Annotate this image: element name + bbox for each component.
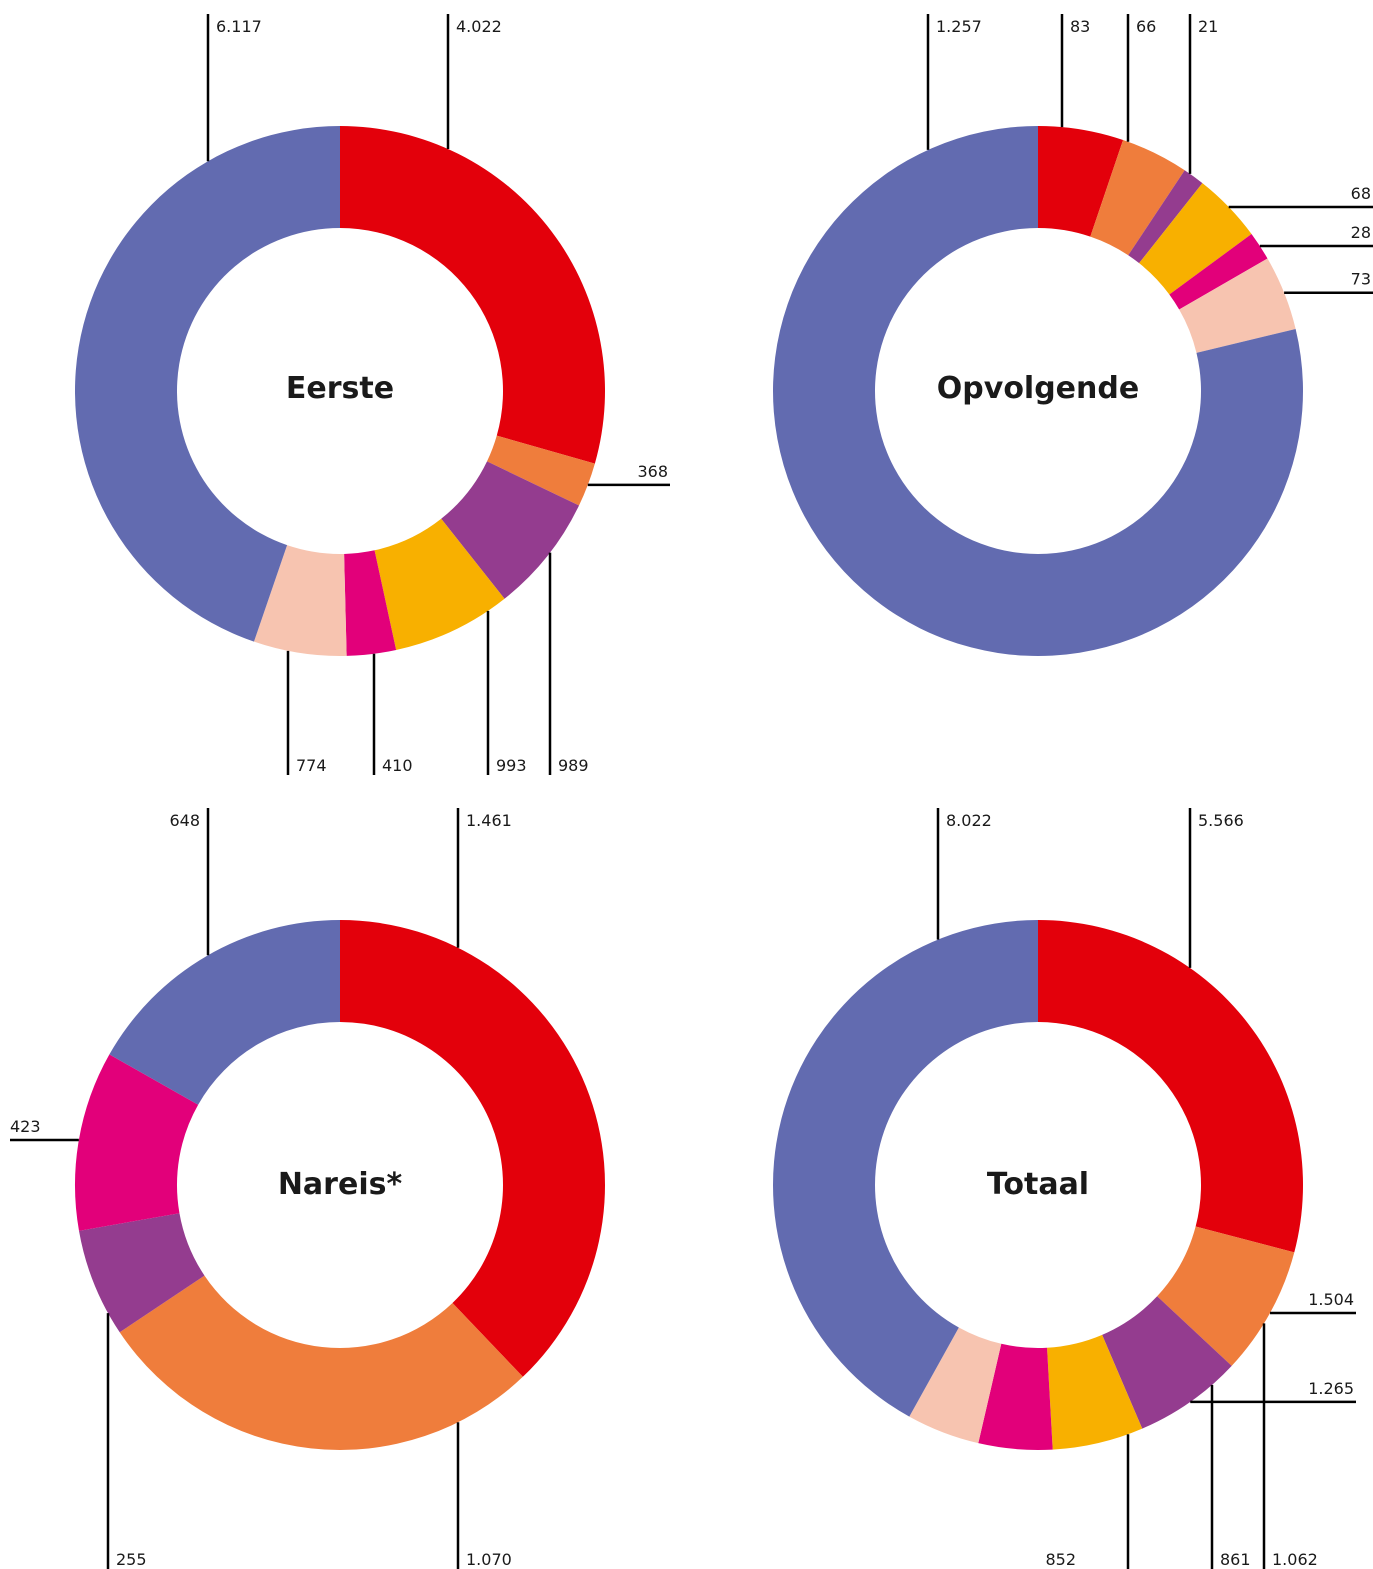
slice-value-label: 6.117	[216, 17, 262, 36]
slice-value-label: 774	[296, 756, 327, 775]
pie-slice	[109, 920, 340, 1105]
pie-slice	[344, 550, 397, 656]
slice-value-label: 4.022	[456, 17, 502, 36]
pie-slice	[1090, 140, 1185, 256]
pie-slice	[1038, 126, 1124, 237]
slice-value-label: 861	[1220, 1550, 1251, 1569]
slice-value-label: 368	[637, 462, 668, 481]
pie-slice	[487, 435, 595, 506]
slice-value-label: 993	[496, 756, 527, 775]
chart-title-opvolgende: Opvolgende	[937, 371, 1139, 406]
slice-value-label: 255	[116, 1550, 147, 1569]
pie-slice	[374, 518, 505, 650]
pie-slice	[340, 126, 605, 464]
pie-slice	[1179, 258, 1296, 353]
slice-value-label: 66	[1136, 17, 1156, 36]
pie-slice	[1139, 183, 1252, 295]
slice-value-label: 5.566	[1198, 811, 1244, 830]
pie-slice	[773, 920, 1038, 1417]
slice-value-label: 21	[1198, 17, 1218, 36]
pie-slice	[119, 1275, 523, 1450]
slice-value-label: 1.062	[1272, 1550, 1318, 1569]
slice-value-label: 8.022	[946, 811, 992, 830]
pie-slice	[773, 126, 1304, 657]
pie-slice	[75, 1054, 199, 1231]
slice-value-label: 989	[558, 756, 589, 775]
donut-chart-eerste: Eerste	[74, 126, 605, 656]
slice-value-label: 28	[1351, 223, 1371, 242]
donut-chart-totaal: Totaal	[773, 920, 1303, 1450]
chart-title-eerste: Eerste	[286, 371, 394, 406]
leader-lines: 6.117 4.022 368 989 993 410 774 1.257 83 66 21 68 28…	[10, 14, 1373, 1569]
slice-value-label: 83	[1070, 17, 1090, 36]
pie-slice	[441, 461, 580, 599]
pie-slice	[1157, 1226, 1295, 1366]
slice-value-label: 73	[1351, 270, 1371, 289]
slice-value-label: 1.461	[466, 811, 512, 830]
slice-value-label: 648	[169, 811, 200, 830]
chart-title-nareis: Nareis*	[278, 1167, 403, 1202]
slice-value-label: 1.265	[1308, 1379, 1354, 1398]
slice-value-label: 1.257	[936, 17, 982, 36]
pie-slice	[1047, 1334, 1143, 1450]
pie-slice	[1038, 920, 1303, 1253]
chart-title-totaal: Totaal	[987, 1167, 1089, 1202]
pie-slice	[1128, 170, 1203, 264]
slice-value-label: 852	[1045, 1550, 1076, 1569]
pie-slice	[74, 126, 340, 642]
donut-chart-opvolgende: Opvolgende	[773, 126, 1304, 657]
pie-slice	[340, 920, 606, 1377]
pie-slice	[253, 545, 347, 656]
pie-slice	[978, 1343, 1053, 1450]
pie-slice	[78, 1213, 205, 1333]
pie-slice	[1169, 234, 1268, 310]
slice-value-label: 1.504	[1308, 1290, 1354, 1309]
pie-slice	[1102, 1296, 1232, 1429]
slice-value-label: 410	[382, 756, 413, 775]
slice-value-label: 68	[1351, 184, 1371, 203]
donut-chart-nareis: Nareis*	[75, 920, 606, 1450]
pie-slice	[909, 1327, 1002, 1444]
slice-value-label: 1.070	[466, 1550, 512, 1569]
slice-value-label: 423	[10, 1117, 41, 1136]
